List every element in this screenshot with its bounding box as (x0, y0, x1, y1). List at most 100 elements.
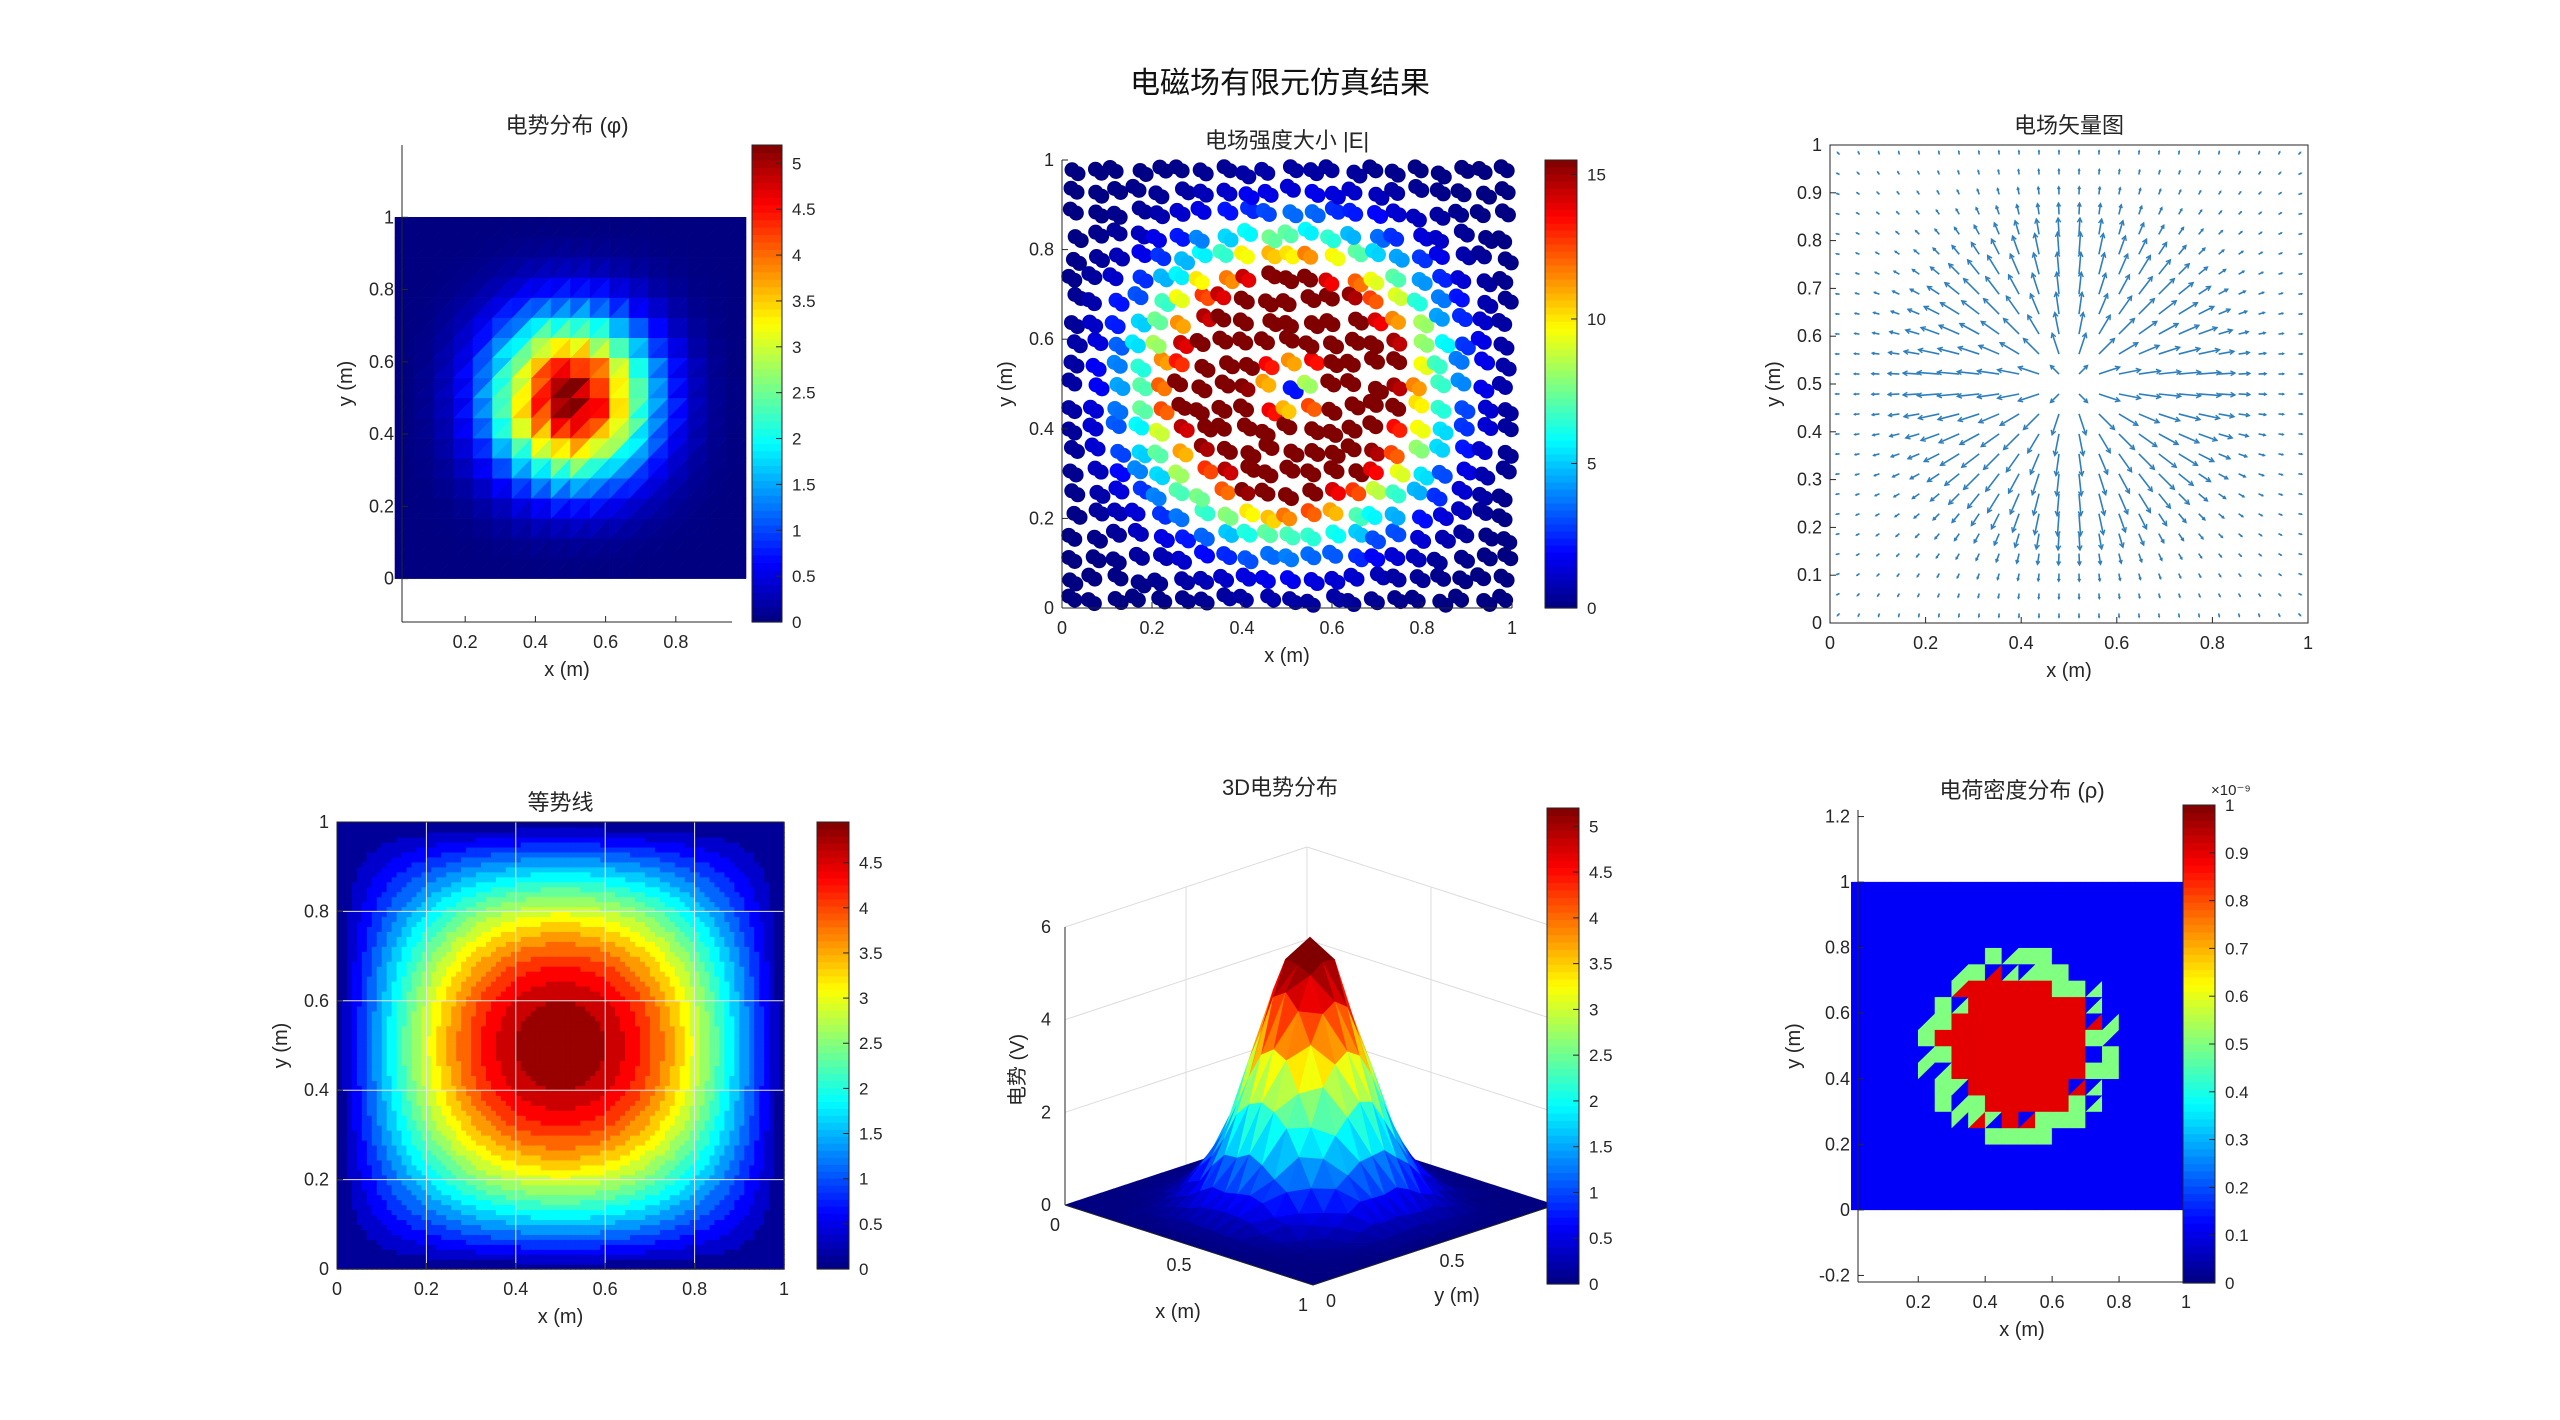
contour-cell (401, 1154, 408, 1161)
contour-cell (411, 1139, 418, 1146)
efield-point (1151, 233, 1167, 249)
efield-point (1475, 208, 1491, 224)
efield-point (1480, 355, 1496, 371)
quiver-arrowhead (2057, 149, 2061, 153)
potential-cells (394, 216, 747, 580)
efield-point (1497, 512, 1513, 528)
colorbar-swatch (752, 398, 782, 407)
contour-cell (346, 861, 353, 868)
efield-point (1306, 401, 1322, 417)
efield-point (1094, 381, 1110, 397)
contour-cell (411, 1144, 418, 1151)
quiver-arrowhead (2097, 596, 2101, 601)
contour-cell (361, 1065, 368, 1072)
contour-cell (411, 1169, 418, 1176)
contour-cell (401, 1254, 408, 1260)
efield-point (1310, 187, 1326, 203)
contour-cell (436, 1015, 442, 1022)
contour-cell (416, 1154, 423, 1161)
contour-cell (396, 1070, 403, 1076)
efield-point (1240, 249, 1256, 265)
contour-cell (346, 936, 353, 942)
contour-cell (381, 1129, 388, 1136)
contour-cell (366, 1249, 373, 1255)
contour-cell (346, 1030, 353, 1037)
contour-cell (386, 1005, 393, 1012)
contour-cell (411, 1199, 418, 1206)
quiver-arrowhead (2281, 332, 2285, 336)
contour-cell (386, 990, 393, 997)
contour-cell (406, 1204, 413, 1211)
contour-cell (426, 876, 433, 883)
quiver-arrow (1986, 255, 2000, 275)
contour-cell (386, 1184, 393, 1191)
contour-cell (406, 1209, 413, 1216)
efield-point (1130, 592, 1146, 608)
quiver-arrow (1961, 300, 1980, 315)
contour-cell (356, 1045, 363, 1052)
efield-point (1503, 422, 1519, 438)
contour-cell (391, 1204, 398, 1211)
contour-cell (376, 1169, 383, 1176)
contour-cell (346, 956, 353, 962)
contour-cell (406, 1214, 413, 1221)
efield-point (1133, 464, 1149, 480)
y-tick-label: 0.3 (1797, 470, 1822, 490)
contour-cell (371, 971, 378, 977)
contour-cell (337, 1025, 343, 1032)
contour-cell (406, 985, 413, 992)
efield-point (1260, 486, 1276, 502)
contour-cell (346, 951, 353, 957)
contour-cell (351, 1164, 358, 1171)
contour-cell (401, 871, 408, 878)
contour-cell (356, 1065, 363, 1072)
contour-cell (356, 1055, 363, 1062)
contour-cell (366, 1169, 373, 1176)
contour-cell (411, 951, 418, 957)
contour-cell (411, 856, 418, 863)
contour-cell (376, 1229, 383, 1235)
contour-cell (401, 851, 408, 858)
y-tick-label: 0.4 (1797, 422, 1822, 442)
contour-cell (416, 1060, 423, 1067)
contour-cell (361, 921, 368, 927)
colorbar-swatch (752, 219, 782, 228)
contour-cell (341, 1090, 348, 1096)
contour-cell (396, 956, 403, 962)
contour-cell (381, 916, 388, 923)
contour-cell (406, 1149, 413, 1156)
contour-cell (361, 1080, 368, 1086)
contour-cell (371, 1144, 378, 1151)
colorbar-swatch (752, 182, 782, 191)
contour-cell (386, 856, 393, 863)
quiver-arrowhead (1834, 513, 1838, 516)
colorbar-swatch (752, 569, 782, 578)
contour-cell (391, 1015, 398, 1022)
quiver-arrow (1959, 322, 1980, 335)
contour-cell (371, 1055, 378, 1062)
contour-cell (366, 990, 373, 997)
contour-cell (396, 1055, 403, 1062)
colorbar-swatch (1545, 237, 1577, 245)
contour-cell (396, 1139, 403, 1146)
contour-cell (356, 836, 363, 843)
quiver-arrowhead (2117, 168, 2121, 172)
contour-cell (426, 1055, 433, 1062)
contour-cell (426, 1169, 433, 1176)
contour-cell (371, 961, 378, 967)
contour-cell (441, 1254, 447, 1260)
contour-cell (416, 1244, 423, 1250)
contour-cell (376, 856, 383, 863)
contour-cell (381, 1095, 388, 1101)
colorbar-tick-label: 3.5 (792, 292, 816, 311)
contour-cell (376, 1214, 383, 1221)
efield-point (1072, 338, 1088, 354)
efield-point (1113, 571, 1129, 587)
efield-point (1259, 335, 1275, 351)
contour-cell (361, 901, 368, 908)
contour-cell (341, 1229, 348, 1235)
contour-cell (341, 936, 348, 942)
contour-cell (337, 1239, 343, 1245)
contour-cell (431, 1095, 438, 1101)
contour-cell (406, 936, 413, 942)
